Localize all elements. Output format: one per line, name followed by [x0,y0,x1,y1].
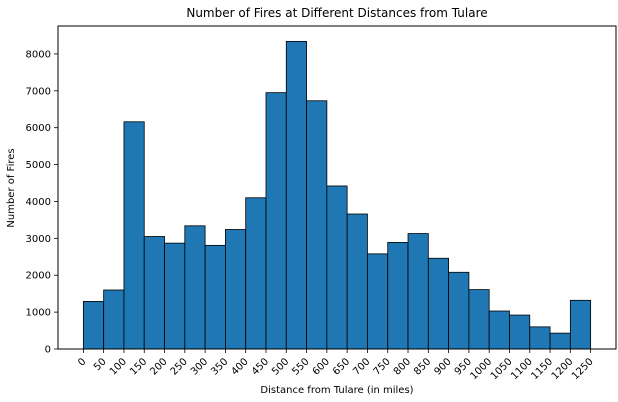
histogram-bar [103,289,125,350]
histogram-bar [285,40,307,350]
y-tick-label: 2000 [26,271,51,282]
histogram-bar [448,271,470,350]
y-axis-label: Number of Fires [6,148,17,227]
histogram-bar [468,289,490,350]
histogram-bar [326,185,348,350]
x-tick-label: 1150 [529,356,555,382]
histogram-bar [488,310,510,350]
x-tick-label: 450 [250,356,271,377]
y-tick-label: 6000 [26,123,51,134]
histogram-bar [82,301,105,350]
x-tick-label: 1100 [509,356,535,382]
x-axis-ticks: 0 50 100 150 200 250 300 350 400 450 500 550 600 650 7… [76,349,596,382]
x-axis-label: Distance from Tulare (in miles) [260,385,413,396]
bars-group [82,40,592,350]
y-tick-label: 8000 [26,49,51,60]
y-tick-label: 7000 [26,86,51,97]
histogram-bar [204,244,226,350]
histogram-bar [569,299,592,350]
chart-title: Number of Fires at Different Distances f… [186,6,487,20]
x-tick-label: 800 [392,356,413,377]
y-tick-label: 0 [45,345,51,356]
histogram-bar [265,92,287,350]
x-tick-label: 400 [230,356,251,377]
x-tick-label: 550 [290,356,311,377]
x-tick-label: 0 [76,356,88,368]
x-tick-label: 1200 [550,356,576,382]
x-tick-label: 50 [92,356,109,373]
y-tick-label: 4000 [26,197,51,208]
x-tick-label: 750 [372,356,393,377]
histogram-bar [164,242,186,350]
x-tick-label: 300 [189,356,210,377]
histogram-bar [509,314,531,350]
x-tick-label: 200 [148,356,169,377]
y-tick-label: 1000 [26,308,51,319]
y-tick-label: 3000 [26,234,51,245]
x-tick-label: 500 [270,356,291,377]
histogram-bar [367,253,389,350]
histogram-bar [529,326,551,350]
x-tick-label: 600 [311,356,332,377]
x-tick-label: 850 [412,356,433,377]
x-tick-label: 250 [169,356,190,377]
histogram-bar [306,100,328,350]
histogram-bar [427,257,449,350]
histogram-bar [123,121,145,350]
histogram-bar [245,197,267,350]
histogram-bar [407,233,429,350]
plot-frame [57,25,617,350]
histogram-bar [549,332,571,350]
x-tick-label: 900 [432,356,453,377]
x-tick-label: 1000 [469,356,495,382]
x-tick-label: 1050 [489,356,515,382]
histogram-bar [224,229,247,350]
x-tick-label: 350 [209,356,230,377]
y-tick-label: 5000 [26,160,51,171]
x-tick-label: 700 [351,356,372,377]
histogram-bar [184,225,206,350]
histogram-bar [387,242,409,350]
x-tick-label: 1250 [570,356,596,382]
histogram-bar [143,236,165,350]
histogram-bar [346,213,368,350]
x-tick-label: 150 [128,356,149,377]
y-axis-ticks: 0 1000 2000 3000 4000 5000 6000 7000 8000 [26,49,58,356]
x-tick-label: 650 [331,356,352,377]
x-tick-label: 100 [108,356,129,377]
